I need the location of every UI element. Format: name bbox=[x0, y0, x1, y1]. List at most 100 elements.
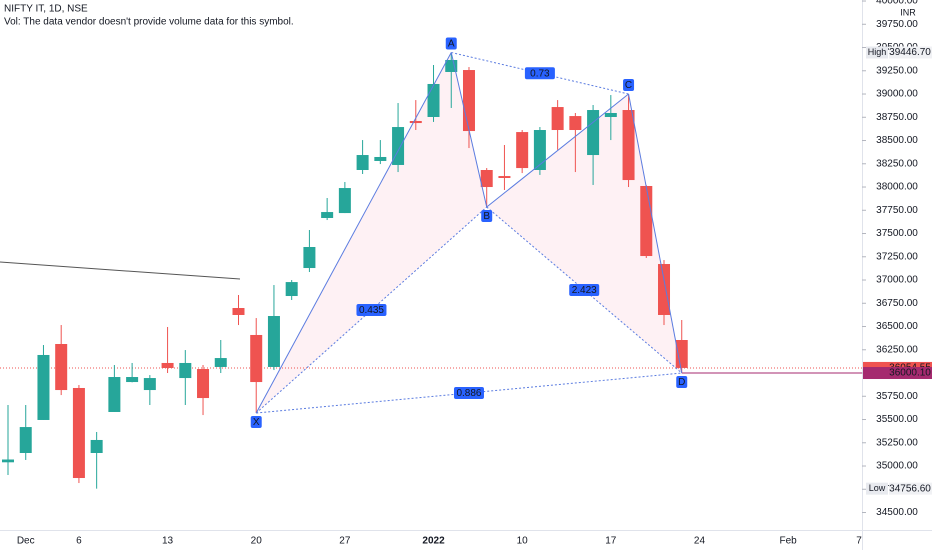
candle-body bbox=[90, 439, 103, 453]
y-tick-label: 38250.00 bbox=[876, 158, 918, 169]
candle-body bbox=[179, 362, 192, 379]
y-tick-label: 38000.00 bbox=[876, 182, 918, 193]
candle-body bbox=[214, 358, 227, 367]
y-tick-label: 34500.00 bbox=[876, 507, 918, 518]
pattern-point-label: D bbox=[678, 377, 685, 388]
x-tick-label: 27 bbox=[339, 536, 351, 547]
marker-label: High bbox=[868, 47, 887, 57]
marker-label: Low bbox=[869, 483, 886, 493]
x-tick-label: 13 bbox=[162, 536, 174, 547]
x-tick-label: Dec bbox=[17, 536, 35, 547]
pattern-point-label-box bbox=[250, 416, 262, 429]
candle-body bbox=[37, 354, 50, 420]
y-tick-label: 37250.00 bbox=[876, 251, 918, 262]
pattern-leg bbox=[628, 93, 683, 374]
y-tick-label: 35000.00 bbox=[876, 461, 918, 472]
marker-tag bbox=[866, 46, 888, 59]
marker-value: 39446.70 bbox=[889, 47, 931, 58]
candle-body bbox=[640, 185, 653, 257]
candle-body bbox=[462, 70, 475, 132]
x-tick-label: 17 bbox=[605, 536, 617, 547]
candle-body bbox=[622, 110, 635, 181]
ratio-label: 2.423 bbox=[572, 285, 597, 296]
candle-body bbox=[303, 247, 316, 269]
trend-line bbox=[0, 261, 241, 280]
candle-body bbox=[338, 188, 351, 214]
candle-body bbox=[604, 112, 617, 117]
candle-body bbox=[55, 344, 68, 391]
marker-value-box bbox=[889, 46, 932, 59]
candle-body bbox=[587, 110, 600, 156]
candle-body bbox=[161, 362, 174, 368]
price-tag-label: 36000.10 bbox=[889, 368, 931, 379]
candle-body bbox=[143, 378, 156, 391]
y-tick-label: 38750.00 bbox=[876, 112, 918, 123]
y-tick-label: 36750.00 bbox=[876, 298, 918, 309]
candle-body bbox=[498, 176, 511, 178]
y-tick-label: 35500.00 bbox=[876, 414, 918, 425]
pattern-leg bbox=[450, 52, 488, 208]
pattern-point-label-box bbox=[676, 376, 688, 389]
candle-body bbox=[658, 264, 671, 315]
y-tick-label: 39250.00 bbox=[876, 65, 918, 76]
chart-subtitle: Vol: The data vendor doesn't provide vol… bbox=[4, 17, 294, 28]
candle-body bbox=[267, 316, 280, 367]
pattern-leg bbox=[255, 52, 452, 414]
y-tick-label: 37500.00 bbox=[876, 228, 918, 239]
candle-body bbox=[675, 340, 688, 368]
x-tick-label: 2022 bbox=[422, 536, 445, 547]
pattern-point-label: C bbox=[625, 80, 632, 91]
axis-unit: INR bbox=[900, 7, 916, 17]
candle-body bbox=[409, 120, 422, 124]
pattern-fill bbox=[256, 52, 487, 414]
x-tick-label: 24 bbox=[694, 536, 706, 547]
candle-body bbox=[321, 212, 334, 218]
y-tick-label: 37750.00 bbox=[876, 205, 918, 216]
ratio-line bbox=[255, 206, 488, 414]
x-tick-label: Feb bbox=[780, 536, 798, 547]
chart-title: NIFTY IT, 1D, NSE bbox=[4, 4, 88, 15]
candle-body bbox=[516, 132, 529, 169]
pattern-point-label: X bbox=[253, 417, 260, 428]
y-tick-label: 39000.00 bbox=[876, 89, 918, 100]
candle-body bbox=[126, 377, 139, 383]
pattern-point-label-box bbox=[445, 37, 457, 50]
pattern-point-label: A bbox=[448, 39, 455, 50]
x-tick-label: 6 bbox=[76, 536, 82, 547]
pattern-leg bbox=[486, 93, 629, 208]
ratio-label-box bbox=[453, 387, 484, 400]
y-tick-label: 36500.00 bbox=[876, 321, 918, 332]
ratio-label-box bbox=[524, 67, 555, 80]
pattern-point-label-box bbox=[623, 79, 635, 92]
y-tick-label: 40000.00 bbox=[876, 0, 918, 7]
y-tick-label: 35250.00 bbox=[876, 437, 918, 448]
candle-body bbox=[445, 59, 458, 72]
candle-body bbox=[72, 387, 85, 479]
candle-body bbox=[551, 107, 564, 131]
candle-body bbox=[569, 116, 582, 131]
candle-body bbox=[285, 282, 298, 297]
candle-body bbox=[427, 83, 440, 117]
marker-tag bbox=[866, 482, 888, 495]
candle-body bbox=[480, 170, 493, 188]
candle-body bbox=[108, 377, 121, 412]
y-tick-label: 38500.00 bbox=[876, 135, 918, 146]
y-tick-label: 36250.00 bbox=[876, 344, 918, 355]
pattern-point-label-box bbox=[481, 210, 493, 223]
x-tick-label: 10 bbox=[517, 536, 529, 547]
y-tick-label: 39750.00 bbox=[876, 19, 918, 30]
y-tick-label: 35750.00 bbox=[876, 391, 918, 402]
y-tick-label: 37000.00 bbox=[876, 275, 918, 286]
x-tick-label: 20 bbox=[251, 536, 263, 547]
candle-body bbox=[2, 459, 14, 463]
candle-body bbox=[374, 156, 387, 161]
pattern-point-label: B bbox=[483, 211, 490, 222]
price-tag bbox=[863, 367, 932, 380]
ratio-label-box bbox=[569, 284, 600, 297]
ratio-label: 0.73 bbox=[530, 68, 550, 79]
candle-body bbox=[232, 308, 245, 315]
candle-body bbox=[197, 369, 210, 399]
x-tick-label: 7 bbox=[856, 536, 862, 547]
candle-body bbox=[356, 155, 369, 171]
